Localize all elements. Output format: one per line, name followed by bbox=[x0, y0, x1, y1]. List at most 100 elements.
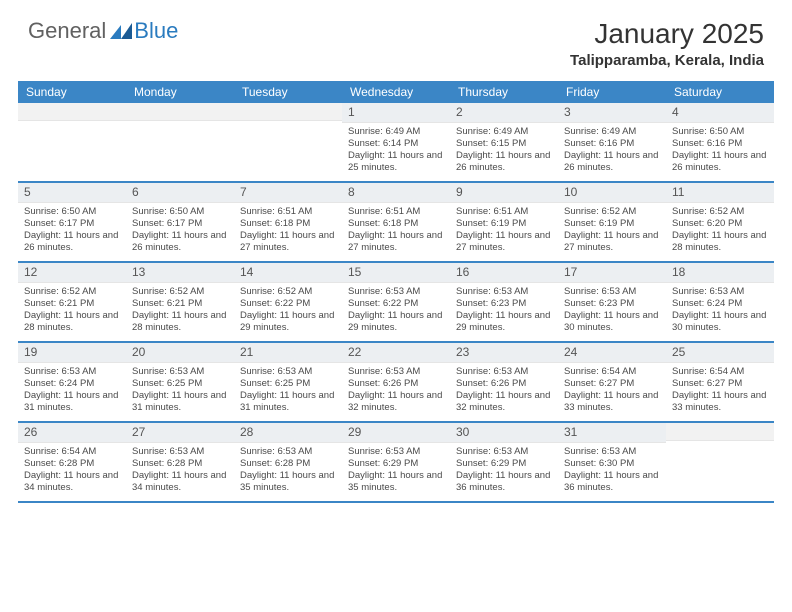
calendar-cell: 22Sunrise: 6:53 AMSunset: 6:26 PMDayligh… bbox=[342, 343, 450, 421]
calendar-cell: 30Sunrise: 6:53 AMSunset: 6:29 PMDayligh… bbox=[450, 423, 558, 501]
calendar-cell: 1Sunrise: 6:49 AMSunset: 6:14 PMDaylight… bbox=[342, 103, 450, 181]
sunrise-text: Sunrise: 6:53 AM bbox=[132, 366, 228, 378]
day-number: 28 bbox=[234, 423, 342, 443]
week-row: 5Sunrise: 6:50 AMSunset: 6:17 PMDaylight… bbox=[18, 183, 774, 263]
day-number: 29 bbox=[342, 423, 450, 443]
daylight-text: Daylight: 11 hours and 29 minutes. bbox=[456, 310, 552, 334]
cell-body: Sunrise: 6:54 AMSunset: 6:28 PMDaylight:… bbox=[18, 443, 126, 501]
day-number: 9 bbox=[450, 183, 558, 203]
sunrise-text: Sunrise: 6:53 AM bbox=[240, 366, 336, 378]
sunset-text: Sunset: 6:21 PM bbox=[132, 298, 228, 310]
sunset-text: Sunset: 6:14 PM bbox=[348, 138, 444, 150]
calendar-cell: 25Sunrise: 6:54 AMSunset: 6:27 PMDayligh… bbox=[666, 343, 774, 421]
sunrise-text: Sunrise: 6:52 AM bbox=[240, 286, 336, 298]
sunset-text: Sunset: 6:23 PM bbox=[456, 298, 552, 310]
cell-body: Sunrise: 6:49 AMSunset: 6:15 PMDaylight:… bbox=[450, 123, 558, 181]
cell-body bbox=[126, 121, 234, 179]
daylight-text: Daylight: 11 hours and 28 minutes. bbox=[672, 230, 768, 254]
day-header: Tuesday bbox=[234, 81, 342, 103]
daylight-text: Daylight: 11 hours and 26 minutes. bbox=[564, 150, 660, 174]
cell-body bbox=[666, 441, 774, 499]
sunset-text: Sunset: 6:24 PM bbox=[24, 378, 120, 390]
day-number: 21 bbox=[234, 343, 342, 363]
sunset-text: Sunset: 6:20 PM bbox=[672, 218, 768, 230]
cell-body: Sunrise: 6:50 AMSunset: 6:17 PMDaylight:… bbox=[126, 203, 234, 261]
sunrise-text: Sunrise: 6:52 AM bbox=[564, 206, 660, 218]
sunset-text: Sunset: 6:16 PM bbox=[672, 138, 768, 150]
sunrise-text: Sunrise: 6:53 AM bbox=[456, 366, 552, 378]
daylight-text: Daylight: 11 hours and 33 minutes. bbox=[672, 390, 768, 414]
cell-body: Sunrise: 6:53 AMSunset: 6:26 PMDaylight:… bbox=[342, 363, 450, 421]
calendar-cell: 15Sunrise: 6:53 AMSunset: 6:22 PMDayligh… bbox=[342, 263, 450, 341]
sunrise-text: Sunrise: 6:53 AM bbox=[348, 286, 444, 298]
cell-body: Sunrise: 6:50 AMSunset: 6:16 PMDaylight:… bbox=[666, 123, 774, 181]
sunset-text: Sunset: 6:30 PM bbox=[564, 458, 660, 470]
day-number: 3 bbox=[558, 103, 666, 123]
daylight-text: Daylight: 11 hours and 26 minutes. bbox=[132, 230, 228, 254]
sunset-text: Sunset: 6:22 PM bbox=[240, 298, 336, 310]
day-number: 5 bbox=[18, 183, 126, 203]
daylight-text: Daylight: 11 hours and 34 minutes. bbox=[24, 470, 120, 494]
calendar-cell bbox=[666, 423, 774, 501]
day-number: 2 bbox=[450, 103, 558, 123]
cell-body: Sunrise: 6:53 AMSunset: 6:22 PMDaylight:… bbox=[342, 283, 450, 341]
cell-body: Sunrise: 6:53 AMSunset: 6:25 PMDaylight:… bbox=[234, 363, 342, 421]
calendar-cell: 3Sunrise: 6:49 AMSunset: 6:16 PMDaylight… bbox=[558, 103, 666, 181]
day-number: 24 bbox=[558, 343, 666, 363]
daylight-text: Daylight: 11 hours and 35 minutes. bbox=[348, 470, 444, 494]
calendar: SundayMondayTuesdayWednesdayThursdayFrid… bbox=[18, 81, 774, 503]
daylight-text: Daylight: 11 hours and 29 minutes. bbox=[240, 310, 336, 334]
day-number bbox=[666, 423, 774, 441]
daylight-text: Daylight: 11 hours and 27 minutes. bbox=[456, 230, 552, 254]
daylight-text: Daylight: 11 hours and 30 minutes. bbox=[672, 310, 768, 334]
page-header: General Blue January 2025 Talipparamba, … bbox=[0, 0, 792, 75]
cell-body bbox=[18, 121, 126, 179]
cell-body: Sunrise: 6:51 AMSunset: 6:18 PMDaylight:… bbox=[234, 203, 342, 261]
sunset-text: Sunset: 6:15 PM bbox=[456, 138, 552, 150]
sunrise-text: Sunrise: 6:49 AM bbox=[456, 126, 552, 138]
sunrise-text: Sunrise: 6:52 AM bbox=[672, 206, 768, 218]
weeks-container: 1Sunrise: 6:49 AMSunset: 6:14 PMDaylight… bbox=[18, 103, 774, 503]
sunset-text: Sunset: 6:26 PM bbox=[456, 378, 552, 390]
cell-body: Sunrise: 6:52 AMSunset: 6:22 PMDaylight:… bbox=[234, 283, 342, 341]
sunrise-text: Sunrise: 6:51 AM bbox=[456, 206, 552, 218]
day-number: 27 bbox=[126, 423, 234, 443]
week-row: 26Sunrise: 6:54 AMSunset: 6:28 PMDayligh… bbox=[18, 423, 774, 503]
month-title: January 2025 bbox=[570, 18, 764, 50]
title-block: January 2025 Talipparamba, Kerala, India bbox=[570, 18, 764, 69]
cell-body: Sunrise: 6:53 AMSunset: 6:23 PMDaylight:… bbox=[558, 283, 666, 341]
day-number: 6 bbox=[126, 183, 234, 203]
sunrise-text: Sunrise: 6:53 AM bbox=[240, 446, 336, 458]
cell-body: Sunrise: 6:51 AMSunset: 6:18 PMDaylight:… bbox=[342, 203, 450, 261]
day-number: 4 bbox=[666, 103, 774, 123]
sunrise-text: Sunrise: 6:53 AM bbox=[348, 366, 444, 378]
calendar-cell: 11Sunrise: 6:52 AMSunset: 6:20 PMDayligh… bbox=[666, 183, 774, 261]
calendar-cell: 12Sunrise: 6:52 AMSunset: 6:21 PMDayligh… bbox=[18, 263, 126, 341]
daylight-text: Daylight: 11 hours and 30 minutes. bbox=[564, 310, 660, 334]
calendar-cell: 28Sunrise: 6:53 AMSunset: 6:28 PMDayligh… bbox=[234, 423, 342, 501]
daylight-text: Daylight: 11 hours and 26 minutes. bbox=[672, 150, 768, 174]
sunrise-text: Sunrise: 6:50 AM bbox=[132, 206, 228, 218]
sunset-text: Sunset: 6:29 PM bbox=[348, 458, 444, 470]
calendar-cell: 31Sunrise: 6:53 AMSunset: 6:30 PMDayligh… bbox=[558, 423, 666, 501]
cell-body: Sunrise: 6:50 AMSunset: 6:17 PMDaylight:… bbox=[18, 203, 126, 261]
daylight-text: Daylight: 11 hours and 31 minutes. bbox=[24, 390, 120, 414]
cell-body: Sunrise: 6:52 AMSunset: 6:21 PMDaylight:… bbox=[126, 283, 234, 341]
logo: General Blue bbox=[28, 18, 178, 44]
sunrise-text: Sunrise: 6:53 AM bbox=[456, 286, 552, 298]
sunset-text: Sunset: 6:18 PM bbox=[240, 218, 336, 230]
day-number bbox=[234, 103, 342, 121]
day-number: 8 bbox=[342, 183, 450, 203]
daylight-text: Daylight: 11 hours and 27 minutes. bbox=[564, 230, 660, 254]
sunrise-text: Sunrise: 6:54 AM bbox=[564, 366, 660, 378]
sunset-text: Sunset: 6:19 PM bbox=[564, 218, 660, 230]
sunset-text: Sunset: 6:26 PM bbox=[348, 378, 444, 390]
calendar-cell: 21Sunrise: 6:53 AMSunset: 6:25 PMDayligh… bbox=[234, 343, 342, 421]
cell-body: Sunrise: 6:53 AMSunset: 6:30 PMDaylight:… bbox=[558, 443, 666, 501]
daylight-text: Daylight: 11 hours and 33 minutes. bbox=[564, 390, 660, 414]
sunrise-text: Sunrise: 6:49 AM bbox=[348, 126, 444, 138]
day-number: 18 bbox=[666, 263, 774, 283]
calendar-cell: 9Sunrise: 6:51 AMSunset: 6:19 PMDaylight… bbox=[450, 183, 558, 261]
daylight-text: Daylight: 11 hours and 27 minutes. bbox=[240, 230, 336, 254]
daylight-text: Daylight: 11 hours and 26 minutes. bbox=[24, 230, 120, 254]
